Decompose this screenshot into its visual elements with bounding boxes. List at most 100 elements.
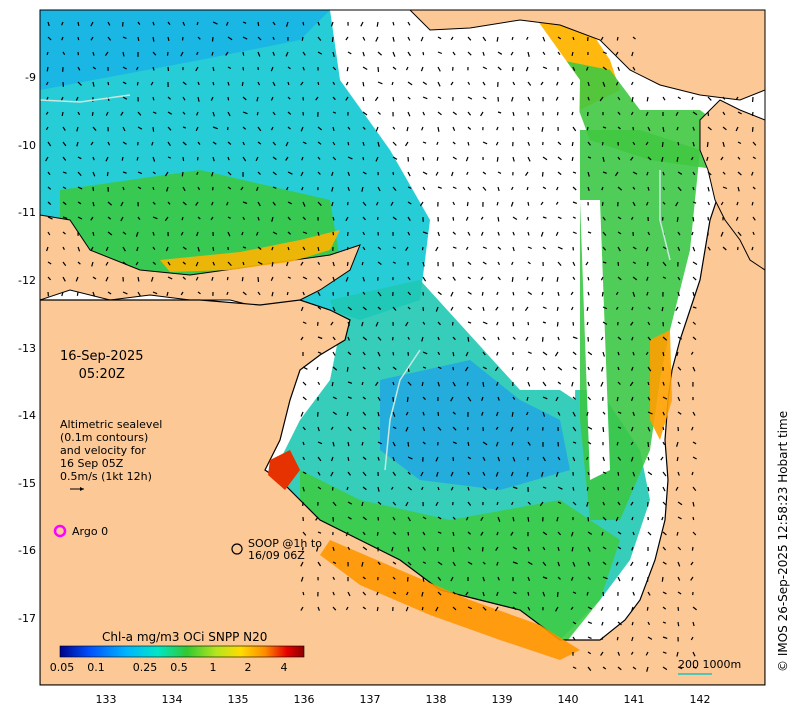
- velocity-arrow: [422, 396, 426, 401]
- velocity-arrow: [527, 546, 530, 552]
- velocity-arrow: [630, 396, 634, 402]
- velocity-arrow: [452, 531, 455, 536]
- velocity-arrow: [435, 501, 439, 506]
- velocity-arrow: [555, 96, 559, 101]
- velocity-arrow: [542, 411, 546, 417]
- velocity-arrow: [197, 186, 201, 191]
- velocity-arrow: [527, 156, 531, 162]
- velocity-arrow: [347, 321, 351, 326]
- credit-text: © IMOS 26-Sep-2025 12:58:23 Hobart time: [776, 410, 790, 672]
- velocity-arrow: [600, 36, 604, 41]
- velocity-arrow: [511, 96, 514, 102]
- velocity-arrow: [526, 36, 529, 40]
- velocity-arrow: [662, 606, 667, 610]
- velocity-arrow: [422, 561, 427, 564]
- velocity-arrow: [557, 366, 563, 371]
- velocity-arrow: [452, 186, 457, 190]
- velocity-arrow: [467, 606, 473, 610]
- velocity-arrow: [692, 456, 697, 460]
- velocity-arrow: [632, 261, 636, 265]
- velocity-arrow: [602, 666, 607, 670]
- velocity-arrow: [571, 141, 574, 147]
- velocity-arrow: [466, 171, 469, 176]
- velocity-arrow: [482, 96, 487, 100]
- velocity-arrow: [526, 426, 529, 431]
- velocity-arrow: [572, 276, 576, 280]
- velocity-arrow: [422, 306, 425, 312]
- velocity-arrow: [572, 261, 576, 266]
- velocity-arrow: [557, 336, 560, 341]
- velocity-arrow: [602, 306, 608, 310]
- velocity-arrow: [407, 336, 410, 340]
- velocity-arrow: [287, 111, 292, 115]
- velocity-arrow: [287, 201, 292, 205]
- velocity-arrow: [362, 456, 367, 460]
- velocity-arrow: [512, 291, 515, 296]
- velocity-arrow: [482, 141, 488, 145]
- velocity-arrow: [407, 441, 410, 447]
- velocity-arrow: [165, 246, 169, 252]
- velocity-arrow: [722, 246, 727, 251]
- velocity-arrow: [677, 246, 681, 251]
- velocity-arrow: [46, 51, 49, 56]
- velocity-arrow: [662, 411, 665, 416]
- velocity-arrow: [737, 156, 741, 160]
- velocity-arrow: [572, 441, 577, 444]
- velocity-arrow: [152, 261, 157, 266]
- velocity-arrow: [317, 426, 320, 432]
- soop-marker: [231, 543, 243, 555]
- velocity-arrow: [571, 156, 574, 162]
- velocity-arrow: [586, 306, 589, 312]
- velocity-arrow: [692, 486, 697, 492]
- velocity-arrow: [630, 426, 634, 432]
- velocity-arrow: [346, 246, 349, 251]
- velocity-arrow: [105, 261, 109, 266]
- velocity-arrow: [317, 141, 322, 145]
- lon-tick: 138: [426, 693, 447, 706]
- velocity-arrow: [586, 501, 589, 507]
- velocity-arrow: [661, 516, 664, 521]
- velocity-arrow: [617, 666, 622, 671]
- velocity-arrow: [452, 156, 457, 160]
- velocity-arrow: [346, 366, 349, 372]
- velocity-arrow: [92, 231, 95, 236]
- velocity-arrow: [647, 186, 650, 191]
- velocity-arrow: [407, 216, 411, 222]
- velocity-arrow: [317, 21, 320, 26]
- velocity-arrow: [407, 231, 411, 236]
- velocity-arrow: [497, 66, 502, 71]
- velocity-arrow: [301, 156, 304, 161]
- velocity-arrow: [527, 561, 533, 566]
- velocity-arrow: [422, 261, 425, 267]
- velocity-arrow: [242, 51, 245, 56]
- velocity-arrow: [692, 531, 697, 536]
- velocity-arrow: [437, 81, 441, 87]
- velocity-arrow: [107, 36, 112, 41]
- velocity-arrow: [105, 111, 109, 116]
- velocity-arrow: [361, 501, 364, 507]
- velocity-arrow: [77, 36, 80, 41]
- velocity-arrow: [587, 141, 591, 146]
- velocity-arrow: [692, 201, 697, 204]
- velocity-arrow: [392, 171, 395, 176]
- velocity-arrow: [422, 441, 426, 445]
- velocity-arrow: [362, 216, 366, 221]
- velocity-arrow: [691, 546, 694, 551]
- velocity-arrow: [302, 231, 308, 235]
- velocity-arrow: [272, 186, 277, 189]
- velocity-arrow: [181, 216, 184, 221]
- velocity-arrow: [62, 51, 66, 56]
- velocity-arrow: [617, 336, 622, 341]
- velocity-arrow: [677, 381, 681, 387]
- velocity-arrow: [405, 591, 409, 596]
- velocity-arrow: [405, 426, 409, 432]
- velocity-arrow: [47, 276, 52, 281]
- velocity-arrow: [122, 66, 127, 70]
- velocity-arrow: [362, 111, 368, 116]
- velocity-arrow: [482, 456, 486, 461]
- velocity-arrow: [512, 216, 518, 221]
- velocity-arrow: [47, 231, 51, 236]
- velocity-arrow: [676, 126, 679, 131]
- velocity-arrow: [602, 516, 607, 521]
- velocity-arrow: [677, 561, 681, 567]
